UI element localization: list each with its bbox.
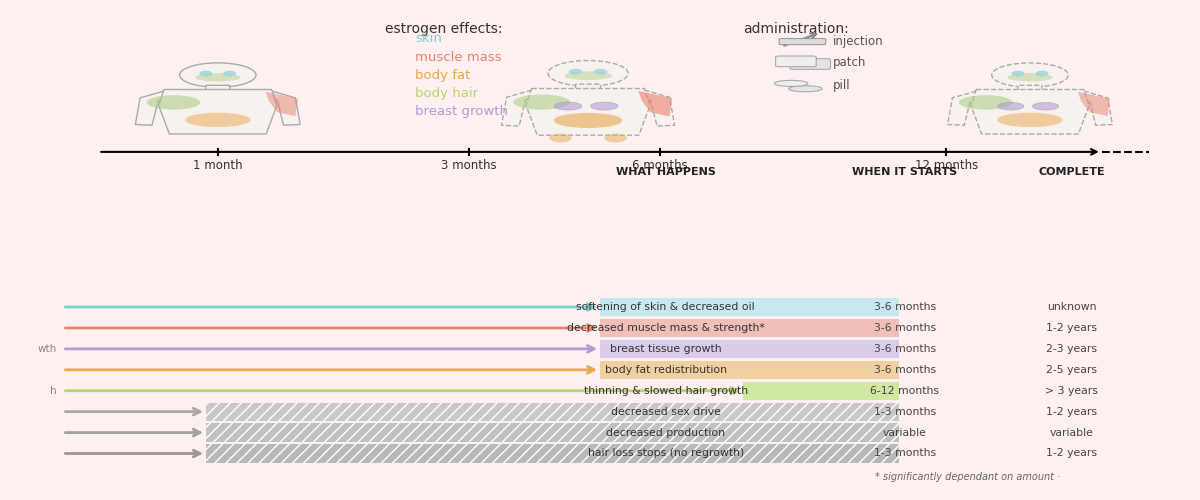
Text: 3-6 months: 3-6 months — [874, 302, 936, 312]
Text: decreased sex drive: decreased sex drive — [611, 406, 721, 416]
Ellipse shape — [196, 73, 240, 82]
Bar — [206, 402, 899, 421]
Ellipse shape — [1012, 70, 1025, 76]
Text: h: h — [50, 386, 56, 396]
Text: 3 months: 3 months — [440, 158, 497, 172]
Text: > 3 years: > 3 years — [1045, 386, 1098, 396]
Polygon shape — [1078, 92, 1110, 116]
Text: variable: variable — [883, 428, 926, 438]
Text: 1-2 years: 1-2 years — [1046, 323, 1097, 333]
Ellipse shape — [553, 113, 623, 128]
FancyBboxPatch shape — [779, 38, 826, 44]
Text: muscle mass: muscle mass — [415, 50, 502, 64]
Polygon shape — [948, 91, 983, 125]
Ellipse shape — [569, 68, 582, 74]
Bar — [206, 402, 899, 421]
Text: injection: injection — [833, 35, 883, 48]
Text: 3-6 months: 3-6 months — [874, 365, 936, 375]
Bar — [600, 319, 899, 337]
Text: 3-6 months: 3-6 months — [874, 323, 936, 333]
Bar — [206, 424, 899, 442]
Text: breast tissue growth: breast tissue growth — [610, 344, 721, 354]
Polygon shape — [265, 91, 300, 125]
Ellipse shape — [788, 86, 822, 92]
FancyBboxPatch shape — [206, 86, 229, 90]
Bar — [206, 424, 899, 442]
FancyBboxPatch shape — [775, 56, 816, 66]
Ellipse shape — [997, 102, 1024, 110]
Ellipse shape — [146, 95, 200, 110]
Text: 1-3 months: 1-3 months — [874, 448, 936, 458]
Text: body fat: body fat — [415, 69, 470, 82]
Text: 1-2 years: 1-2 years — [1046, 406, 1097, 416]
Ellipse shape — [1036, 70, 1049, 76]
Text: patch: patch — [833, 56, 866, 70]
Ellipse shape — [199, 70, 212, 76]
Text: WHEN IT STARTS: WHEN IT STARTS — [852, 167, 958, 177]
Text: hair loss stops (no regrowth): hair loss stops (no regrowth) — [588, 448, 744, 458]
Text: wth: wth — [37, 344, 56, 354]
FancyBboxPatch shape — [790, 58, 830, 70]
Ellipse shape — [594, 68, 607, 74]
Text: variable: variable — [1050, 428, 1093, 438]
Ellipse shape — [1032, 102, 1058, 110]
Text: 1-2 years: 1-2 years — [1046, 448, 1097, 458]
Text: 6-12 months: 6-12 months — [870, 386, 940, 396]
Circle shape — [991, 63, 1068, 87]
Text: 12 months: 12 months — [914, 158, 978, 172]
Text: 1 month: 1 month — [193, 158, 242, 172]
Text: COMPLETE: COMPLETE — [1038, 167, 1105, 177]
Ellipse shape — [514, 94, 570, 110]
Text: breast growth: breast growth — [415, 106, 508, 118]
Polygon shape — [638, 91, 672, 116]
Text: thinning & slowed hair growth: thinning & slowed hair growth — [583, 386, 748, 396]
FancyBboxPatch shape — [576, 84, 600, 89]
Bar — [206, 444, 899, 462]
Text: 3-6 months: 3-6 months — [874, 344, 936, 354]
Bar — [600, 298, 899, 316]
Ellipse shape — [605, 134, 626, 142]
Ellipse shape — [185, 112, 251, 127]
Text: * significantly dependant on amount ·: * significantly dependant on amount · — [875, 472, 1060, 482]
Circle shape — [180, 63, 256, 87]
Bar — [206, 444, 899, 462]
Ellipse shape — [554, 102, 582, 110]
Text: pill: pill — [833, 79, 851, 92]
Bar — [600, 360, 899, 379]
Ellipse shape — [550, 134, 571, 142]
Text: 2-3 years: 2-3 years — [1046, 344, 1097, 354]
Bar — [743, 382, 899, 400]
Text: 2-5 years: 2-5 years — [1046, 365, 1097, 375]
Text: decreased production: decreased production — [606, 428, 725, 438]
Polygon shape — [265, 92, 298, 116]
Text: 1-3 months: 1-3 months — [874, 406, 936, 416]
Text: decreased muscle mass & strength*: decreased muscle mass & strength* — [566, 323, 764, 333]
Polygon shape — [1078, 91, 1112, 125]
Ellipse shape — [997, 112, 1063, 127]
Ellipse shape — [1007, 73, 1052, 82]
Ellipse shape — [223, 70, 236, 76]
Polygon shape — [502, 90, 538, 126]
Text: unknown: unknown — [1048, 302, 1097, 312]
Ellipse shape — [774, 80, 808, 86]
Ellipse shape — [564, 72, 612, 80]
Circle shape — [548, 60, 628, 86]
Text: WHAT HAPPENS: WHAT HAPPENS — [616, 167, 715, 177]
Polygon shape — [638, 90, 674, 126]
Bar — [600, 340, 899, 358]
Text: body fat redistribution: body fat redistribution — [605, 365, 727, 375]
FancyBboxPatch shape — [1018, 86, 1042, 90]
Polygon shape — [136, 91, 170, 125]
Text: body hair: body hair — [415, 87, 478, 100]
Text: administration:: administration: — [743, 22, 850, 36]
Ellipse shape — [590, 102, 618, 110]
Text: estrogen effects:: estrogen effects: — [385, 22, 503, 36]
Polygon shape — [971, 90, 1090, 134]
Polygon shape — [158, 90, 277, 134]
Ellipse shape — [959, 95, 1013, 110]
Polygon shape — [526, 88, 650, 135]
Text: softening of skin & decreased oil: softening of skin & decreased oil — [576, 302, 755, 312]
Text: skin: skin — [415, 32, 442, 46]
Text: 6 months: 6 months — [632, 158, 688, 172]
